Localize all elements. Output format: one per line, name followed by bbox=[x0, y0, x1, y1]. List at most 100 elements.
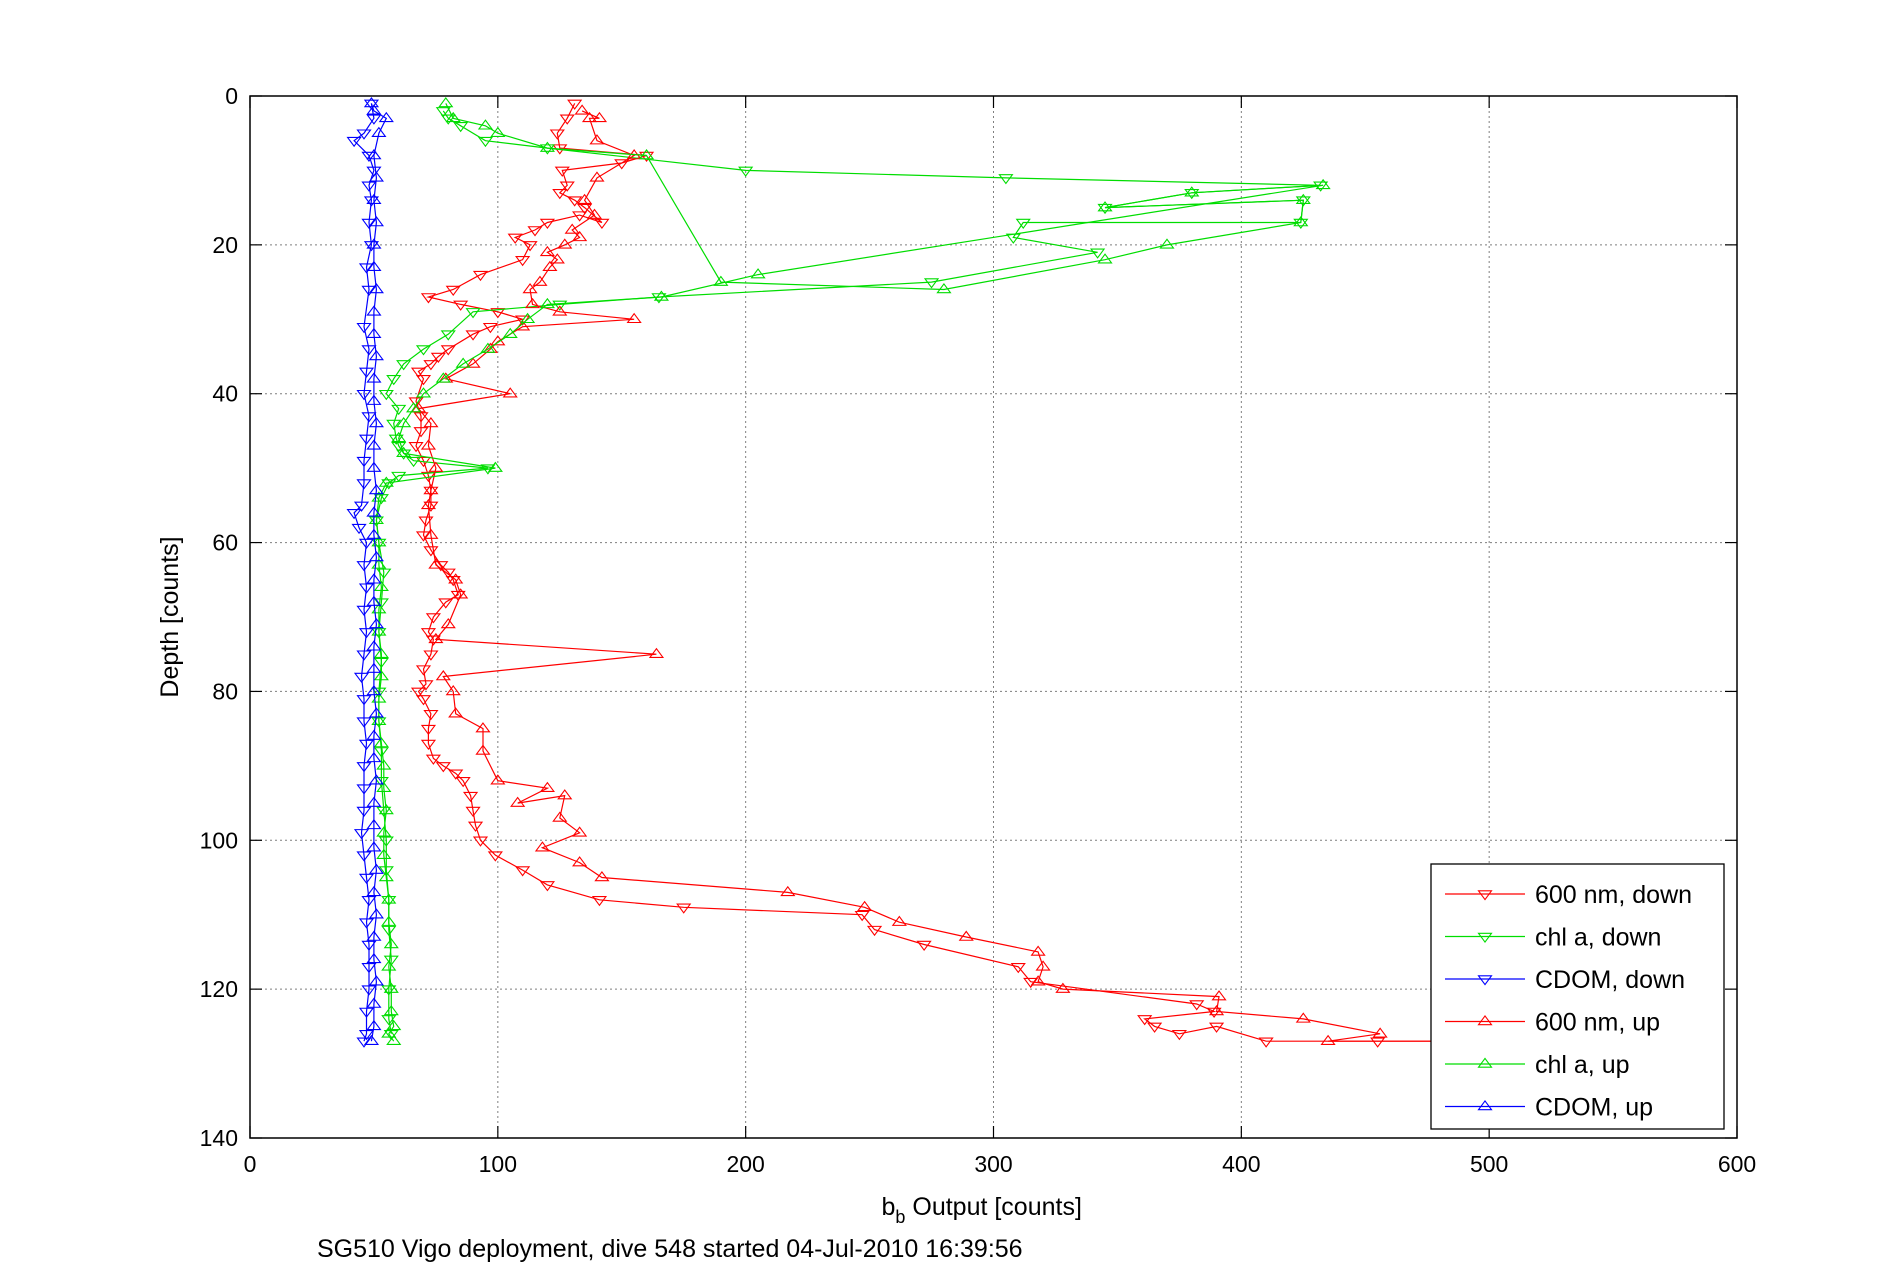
data-point bbox=[487, 851, 503, 862]
data-point bbox=[356, 784, 372, 795]
data-point bbox=[502, 327, 518, 338]
data-point bbox=[1189, 1000, 1205, 1011]
data-point bbox=[574, 104, 590, 115]
data-point bbox=[356, 695, 372, 706]
legend-label: CDOM, down bbox=[1535, 966, 1685, 994]
data-point bbox=[366, 684, 382, 696]
data-point bbox=[477, 136, 494, 148]
data-point bbox=[366, 461, 382, 472]
data-point bbox=[368, 707, 384, 718]
data-point bbox=[376, 826, 392, 837]
data-point bbox=[430, 352, 446, 363]
data-point bbox=[472, 836, 489, 847]
data-point bbox=[420, 724, 437, 736]
data-point bbox=[453, 300, 469, 311]
y-tick-label: 20 bbox=[212, 232, 238, 258]
data-point bbox=[356, 561, 372, 572]
data-point bbox=[366, 104, 382, 115]
data-point bbox=[366, 573, 382, 584]
series-line bbox=[417, 110, 1584, 1042]
data-point bbox=[366, 640, 382, 651]
data-point bbox=[371, 603, 387, 614]
data-point bbox=[1206, 1007, 1222, 1018]
data-point bbox=[415, 375, 432, 386]
data-point bbox=[378, 111, 394, 123]
data-point bbox=[552, 811, 568, 822]
data-point bbox=[356, 479, 372, 490]
data-point bbox=[576, 193, 593, 204]
data-point bbox=[410, 367, 427, 378]
data-point bbox=[1097, 201, 1113, 212]
data-point bbox=[1089, 248, 1106, 259]
data-point bbox=[396, 446, 412, 458]
data-point bbox=[420, 498, 437, 510]
data-point bbox=[358, 434, 375, 445]
data-point bbox=[368, 216, 384, 227]
data-point bbox=[408, 397, 424, 408]
data-point bbox=[1258, 1037, 1274, 1048]
data-point bbox=[358, 583, 375, 594]
data-point bbox=[515, 866, 531, 877]
data-point bbox=[413, 412, 429, 423]
data-point bbox=[366, 327, 382, 338]
data-point bbox=[475, 744, 491, 755]
data-point bbox=[435, 107, 451, 118]
data-point bbox=[527, 226, 543, 237]
data-point bbox=[378, 804, 394, 815]
data-point bbox=[626, 312, 642, 324]
data-point bbox=[653, 290, 669, 301]
data-point bbox=[358, 1030, 375, 1041]
data-point bbox=[346, 136, 362, 148]
data-point bbox=[916, 940, 932, 951]
data-point bbox=[438, 598, 454, 609]
data-point bbox=[515, 320, 531, 331]
data-point bbox=[750, 268, 766, 279]
data-point bbox=[539, 144, 555, 155]
data-point bbox=[549, 129, 565, 140]
data-point bbox=[366, 372, 382, 383]
data-point bbox=[381, 1027, 397, 1038]
data-point bbox=[549, 253, 565, 264]
data-point bbox=[361, 285, 377, 296]
data-point bbox=[534, 841, 551, 852]
data-point bbox=[542, 260, 558, 271]
data-point bbox=[405, 402, 422, 413]
data-point bbox=[780, 885, 796, 897]
data-point bbox=[371, 692, 387, 703]
data-point bbox=[366, 1019, 382, 1031]
data-point bbox=[371, 126, 387, 137]
data-point bbox=[866, 925, 883, 937]
data-point bbox=[423, 360, 439, 371]
data-point bbox=[448, 769, 464, 780]
data-point bbox=[539, 141, 555, 152]
data-point bbox=[591, 896, 608, 907]
data-point bbox=[373, 670, 389, 681]
data-point bbox=[651, 293, 667, 304]
data-point bbox=[353, 829, 370, 840]
series-layer bbox=[346, 96, 1591, 1048]
data-point bbox=[358, 1007, 375, 1018]
legend-marker bbox=[1477, 975, 1493, 986]
legend-item-chl-a-down: chl a, down bbox=[1445, 924, 1661, 952]
data-point bbox=[423, 528, 439, 539]
data-point bbox=[854, 910, 870, 922]
data-point bbox=[366, 885, 382, 897]
data-point bbox=[423, 709, 439, 721]
data-point bbox=[477, 119, 494, 130]
data-point bbox=[381, 915, 397, 926]
data-point bbox=[539, 218, 555, 230]
legend-label: CDOM, up bbox=[1535, 1094, 1653, 1122]
data-point bbox=[420, 439, 437, 450]
data-point bbox=[455, 776, 471, 788]
x-tick-label: 300 bbox=[974, 1151, 1012, 1177]
data-point bbox=[1010, 963, 1026, 974]
data-point bbox=[373, 580, 389, 591]
data-point bbox=[356, 389, 372, 401]
y-axis-label: Depth [counts] bbox=[156, 536, 184, 697]
legend-marker bbox=[1477, 1057, 1493, 1068]
x-tick-label: 100 bbox=[479, 1151, 517, 1177]
y-tick-label: 0 bbox=[225, 83, 238, 109]
data-point bbox=[519, 312, 536, 324]
x-tick-label: 500 bbox=[1470, 1151, 1508, 1177]
